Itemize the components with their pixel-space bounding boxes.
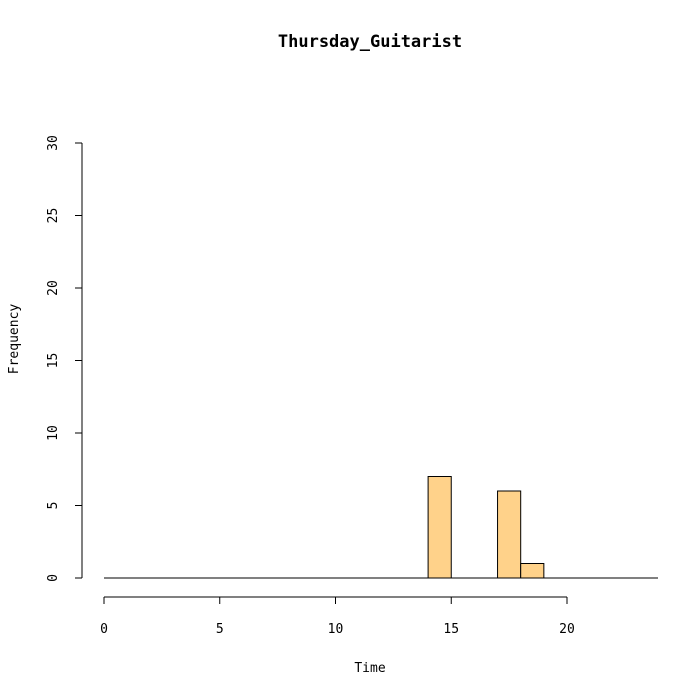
y-tick-label: 25 — [46, 208, 61, 224]
y-tick-label: 20 — [46, 280, 61, 296]
y-tick-label: 5 — [46, 502, 61, 510]
x-tick-label: 10 — [328, 622, 344, 637]
x-tick-label: 0 — [100, 622, 108, 637]
y-axis-ticks: 0 5 10 15 20 25 30 — [46, 135, 82, 582]
y-tick-label: 30 — [46, 135, 61, 151]
y-axis-label: Frequency — [7, 304, 22, 375]
x-tick-label: 5 — [216, 622, 224, 637]
y-tick-label: 10 — [46, 425, 61, 441]
y-tick-label: 15 — [46, 353, 61, 369]
x-axis-ticks: 0 5 10 15 20 — [100, 597, 575, 637]
x-axis-label: Time — [354, 661, 385, 676]
histogram-bar — [520, 563, 545, 579]
x-tick-label: 20 — [559, 622, 575, 637]
histogram-bar — [427, 476, 452, 579]
y-tick-label: 0 — [46, 574, 61, 582]
chart-title: Thursday_Guitarist — [278, 32, 462, 52]
histogram-bars — [427, 476, 545, 579]
x-tick-label: 15 — [443, 622, 459, 637]
histogram-bar — [497, 490, 522, 579]
